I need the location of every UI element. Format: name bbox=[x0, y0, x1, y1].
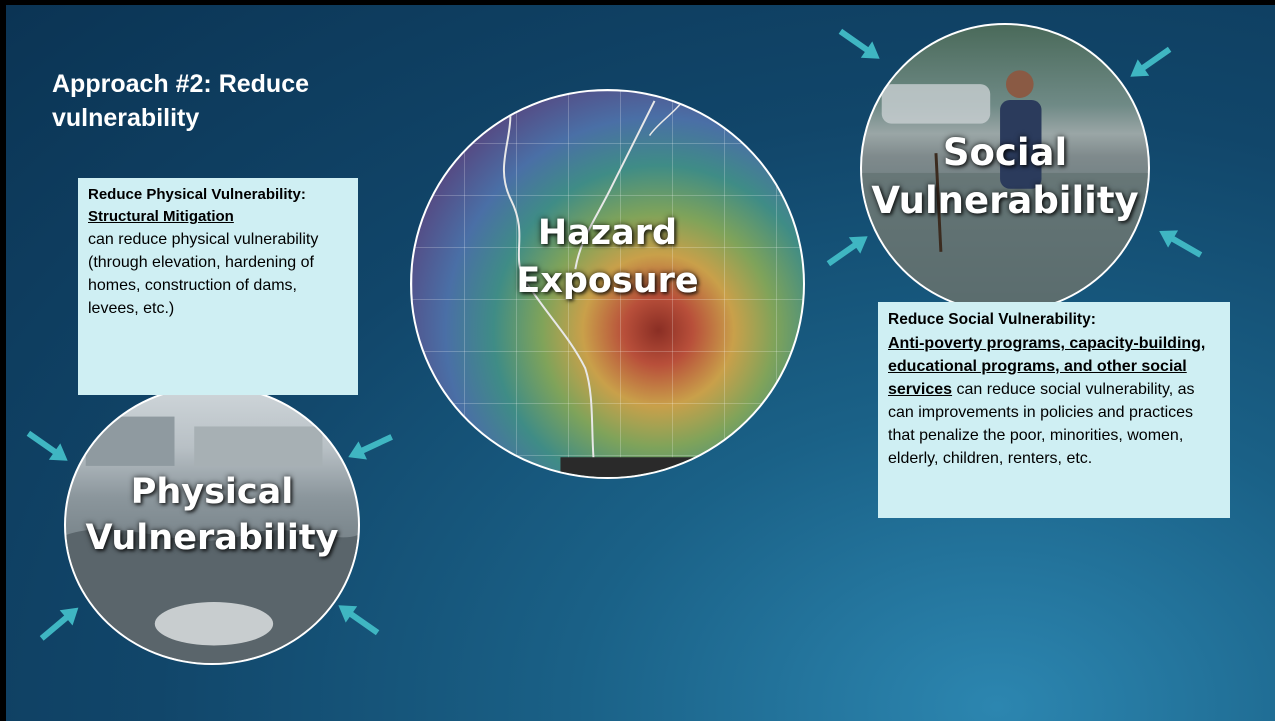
social-label-line2: Vulnerability bbox=[871, 179, 1139, 222]
physical-label-line2: Vulnerability bbox=[85, 518, 339, 558]
physical-vulnerability-label: Physical Vulnerability bbox=[66, 469, 358, 561]
slide: Approach #2: Reduce vulnerability Hazard… bbox=[6, 5, 1275, 721]
hazard-label-line2: Exposure bbox=[516, 261, 699, 301]
physical-box-emphasis: Structural Mitigation bbox=[88, 208, 234, 225]
physical-vulnerability-image: Physical Vulnerability bbox=[64, 385, 360, 665]
arrow-icon bbox=[1159, 230, 1203, 258]
hazard-exposure-image: Hazard Exposure bbox=[410, 89, 805, 479]
social-label-line1: Social bbox=[942, 131, 1068, 174]
flood-person-graphic bbox=[862, 70, 1148, 311]
social-box-emphasis: Anti-poverty programs, capacity-building… bbox=[888, 335, 1206, 398]
arrow-icon bbox=[39, 607, 79, 641]
hazard-label-line1: Hazard bbox=[537, 213, 678, 253]
satellite-grid bbox=[412, 91, 803, 477]
arrow-icon bbox=[838, 28, 880, 59]
social-vulnerability-label: Social Vulnerability bbox=[862, 129, 1148, 225]
social-vulnerability-image: Social Vulnerability bbox=[860, 23, 1150, 313]
arrow-icon bbox=[338, 605, 380, 636]
social-vulnerability-textbox: Reduce Social Vulnerability: Anti-povert… bbox=[878, 302, 1230, 518]
storm-surge-graphic bbox=[66, 416, 358, 663]
hazard-exposure-label: Hazard Exposure bbox=[412, 209, 803, 305]
coastline-graphic bbox=[502, 91, 700, 477]
arrow-icon bbox=[26, 430, 68, 461]
arrow-icon bbox=[826, 236, 868, 267]
arrow-icon bbox=[1130, 46, 1172, 77]
arrow-icon bbox=[348, 434, 394, 460]
slide-title: Approach #2: Reduce vulnerability bbox=[52, 70, 310, 132]
social-box-body: can reduce social vulnerability, as can … bbox=[888, 381, 1195, 467]
physical-box-body: can reduce physical vulnerability (throu… bbox=[88, 231, 319, 317]
physical-vulnerability-textbox: Reduce Physical Vulnerability: Structura… bbox=[78, 178, 358, 395]
physical-label-line1: Physical bbox=[130, 472, 294, 512]
physical-box-heading: Reduce Physical Vulnerability: bbox=[88, 186, 306, 203]
social-box-heading: Reduce Social Vulnerability: bbox=[888, 311, 1096, 328]
